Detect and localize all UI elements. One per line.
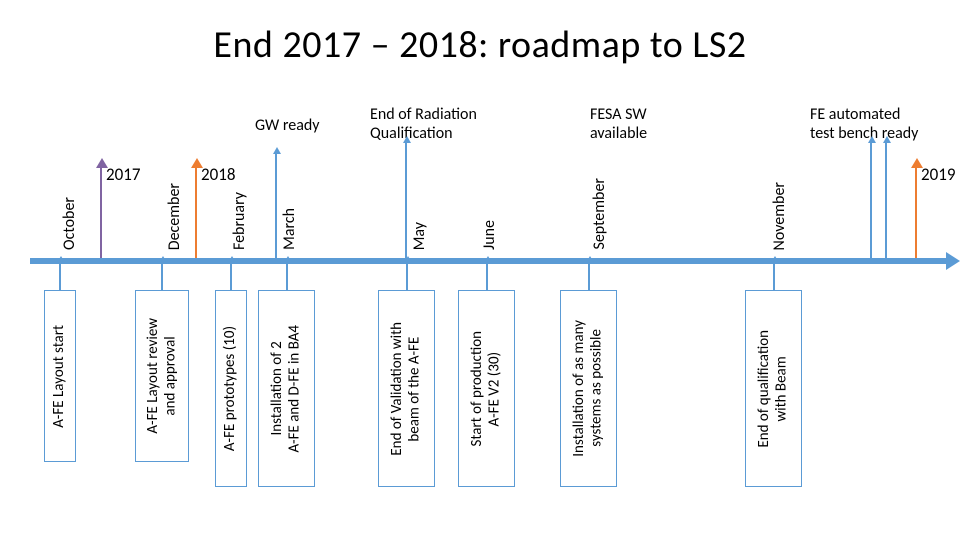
month-label: September bbox=[590, 178, 609, 250]
milestone-arrow bbox=[773, 264, 777, 290]
month-label: May bbox=[410, 222, 429, 250]
connector-arrow bbox=[275, 154, 279, 258]
month-label: February bbox=[230, 192, 249, 250]
milestone-box: Installation of 2 A-FE and D-FE in BA4 bbox=[258, 290, 315, 487]
year-label: 2018 bbox=[201, 164, 235, 185]
milestone-box: A-FE Layout start bbox=[44, 290, 76, 462]
milestone-label: End of qualification with Beam bbox=[756, 330, 791, 448]
year-label: 2017 bbox=[106, 164, 140, 185]
top-annotation: FESA SW available bbox=[590, 105, 647, 143]
connector-arrow bbox=[885, 143, 889, 258]
milestone-arrow bbox=[59, 264, 63, 290]
month-label: December bbox=[165, 183, 184, 250]
milestone-box: A-FE prototypes (10) bbox=[215, 290, 247, 487]
top-annotation: End of Radiation Qualification bbox=[370, 105, 477, 143]
top-annotation: FE automated test bench ready bbox=[810, 105, 918, 143]
milestone-box: Start of production A-FE V2 (30) bbox=[458, 290, 515, 487]
connector-arrow bbox=[870, 143, 874, 258]
milestone-arrow bbox=[406, 264, 410, 290]
milestone-box: Installation of as many systems as possi… bbox=[560, 290, 617, 487]
milestone-arrow bbox=[588, 264, 592, 290]
page-title: End 2017 – 2018: roadmap to LS2 bbox=[0, 22, 960, 68]
milestone-label: Start of production A-FE V2 (30) bbox=[469, 331, 504, 446]
milestone-arrow bbox=[286, 264, 290, 290]
month-label: March bbox=[280, 208, 299, 250]
milestone-arrow bbox=[486, 264, 490, 290]
month-label: November bbox=[770, 182, 789, 250]
milestone-label: A-FE Layout start bbox=[51, 325, 68, 428]
milestone-box: End of Validation with beam of the A-FE bbox=[378, 290, 435, 487]
milestone-label: A-FE Layout review and approval bbox=[145, 318, 180, 434]
year-label: 2019 bbox=[921, 164, 955, 185]
milestone-box: A-FE Layout review and approval bbox=[135, 290, 189, 462]
month-label: June bbox=[480, 220, 499, 250]
connector-arrow bbox=[405, 143, 409, 258]
month-label: October bbox=[60, 197, 79, 250]
milestone-arrow bbox=[230, 264, 234, 290]
milestone-label: Installation of 2 A-FE and D-FE in BA4 bbox=[269, 325, 304, 453]
milestone-arrow bbox=[161, 264, 165, 290]
milestone-label: End of Validation with beam of the A-FE bbox=[389, 322, 424, 456]
top-annotation: GW ready bbox=[255, 116, 320, 135]
year-tick bbox=[100, 168, 104, 258]
year-tick bbox=[915, 168, 919, 258]
milestone-label: A-FE prototypes (10) bbox=[222, 326, 239, 451]
year-tick bbox=[195, 168, 199, 258]
milestone-box: End of qualification with Beam bbox=[745, 290, 802, 487]
milestone-label: Installation of as many systems as possi… bbox=[571, 320, 606, 457]
